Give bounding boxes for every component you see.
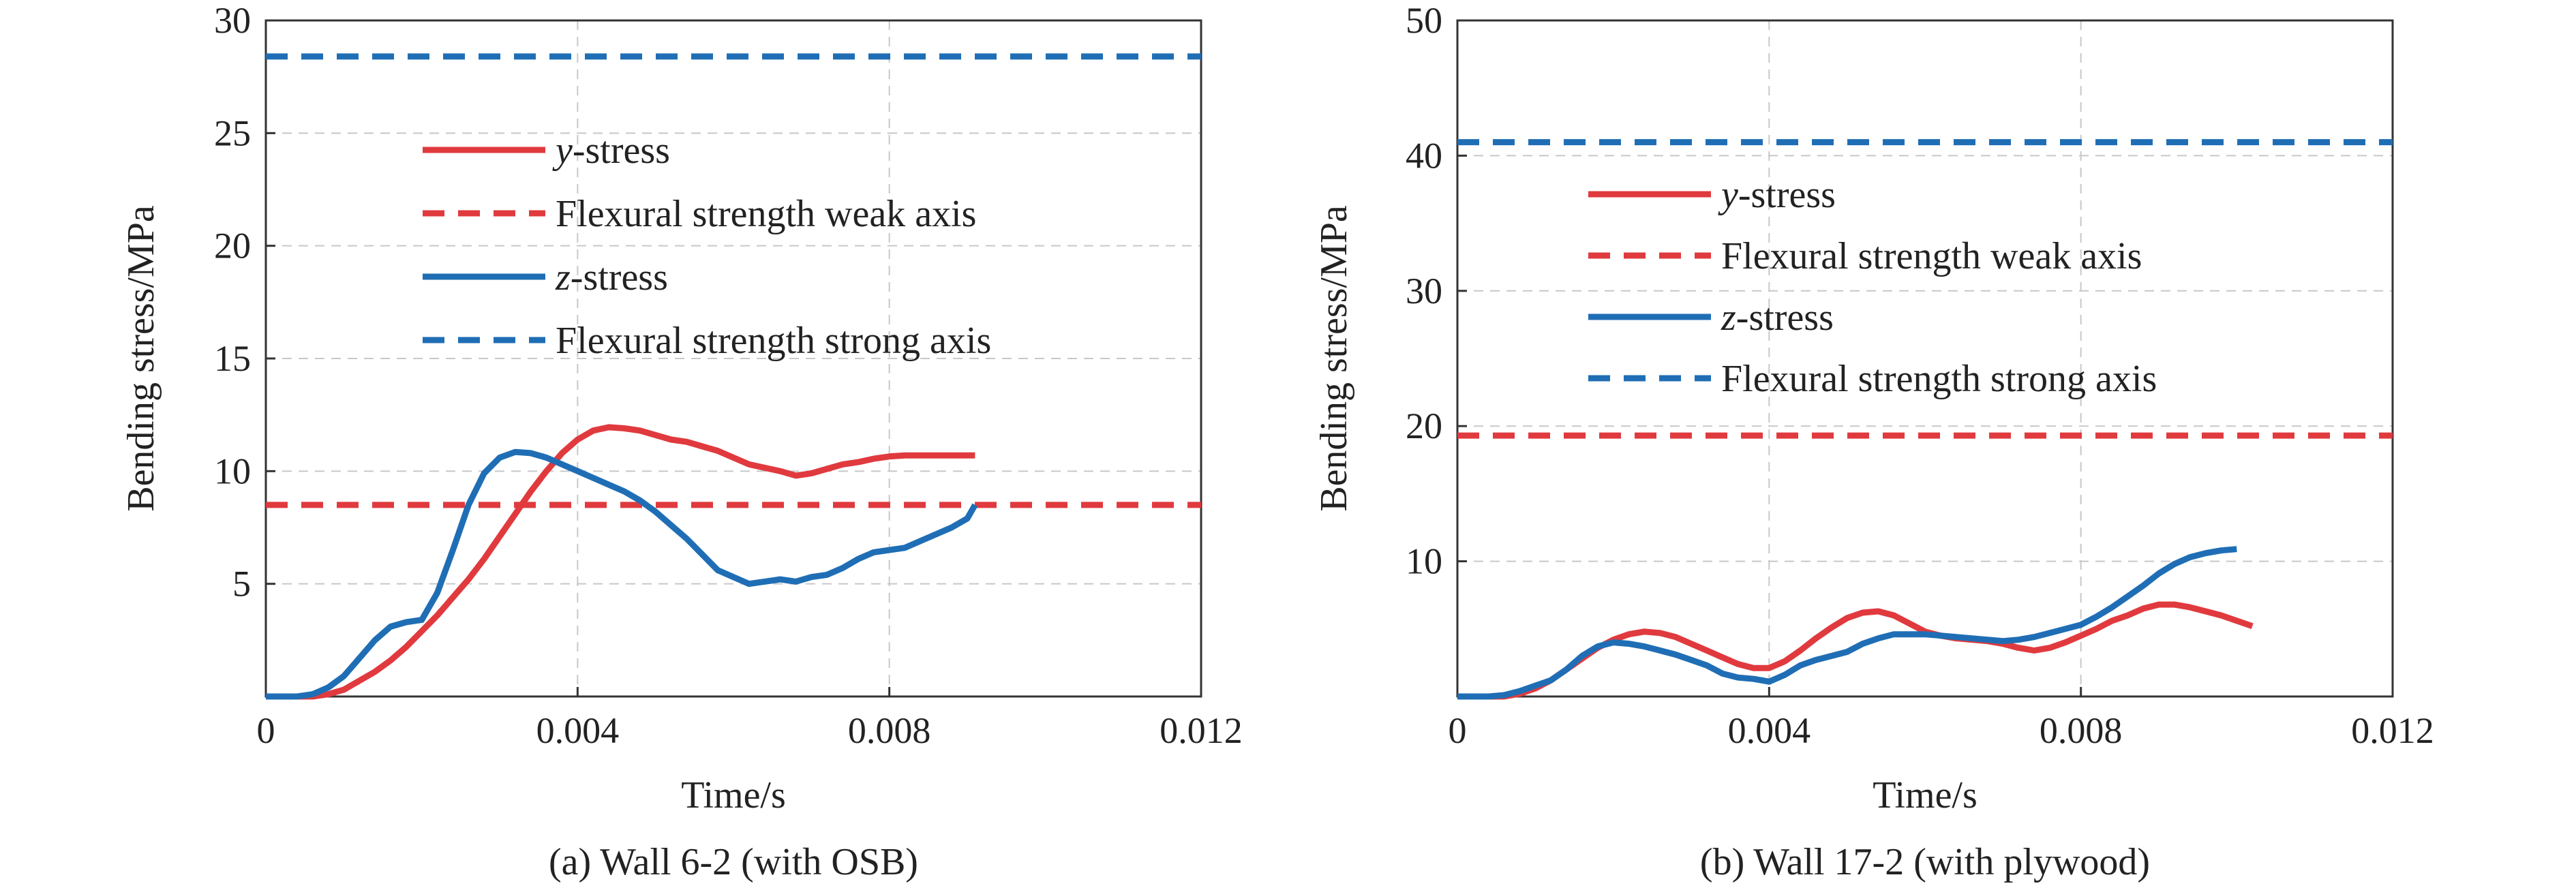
x-tick-label: 0 bbox=[1449, 710, 1467, 751]
y-tick-label: 10 bbox=[214, 450, 251, 491]
y-tick-label: 30 bbox=[214, 0, 251, 41]
x-tick-label: 0.012 bbox=[1160, 710, 1243, 751]
legend-label: y-stress bbox=[552, 129, 670, 172]
x-tick-label: 0.012 bbox=[2351, 710, 2434, 751]
y-tick-label: 15 bbox=[214, 338, 251, 379]
y-tick-label: 5 bbox=[232, 564, 251, 604]
legend-label: z-stress bbox=[555, 256, 668, 298]
panel-caption: (b) Wall 17-2 (with plywood) bbox=[1700, 841, 2150, 883]
y-tick-label: 30 bbox=[1406, 271, 1442, 311]
x-tick-label: 0.008 bbox=[848, 710, 931, 751]
legend-label: Flexural strength weak axis bbox=[556, 193, 976, 235]
series-line-y-stress bbox=[1457, 601, 2254, 700]
y-axis-label: Bending stress/MPa bbox=[120, 205, 162, 512]
x-tick-label: 0.008 bbox=[2040, 710, 2123, 751]
y-tick-label: 50 bbox=[1406, 0, 1442, 41]
x-axis-label: Time/s bbox=[681, 774, 786, 816]
legend-label: Flexural strength strong axis bbox=[1721, 358, 2157, 400]
x-tick-label: 0.004 bbox=[536, 710, 620, 751]
legend: y-stress Flexural strength weak axis z-str… bbox=[423, 129, 991, 362]
legend-label: Flexural strength strong axis bbox=[556, 320, 991, 362]
legend-label: z-stress bbox=[1721, 296, 1834, 339]
x-tick-label: 0.004 bbox=[1728, 710, 1811, 751]
x-axis-label: Time/s bbox=[1873, 774, 1978, 816]
panel-a: 0 0.004 0.008 0.012 5 10 15 20 25 30 Bending stres… bbox=[120, 0, 1243, 883]
panel-b: 0 0.004 0.008 0.012 10 20 30 40 50 Bending stress… bbox=[1313, 0, 2434, 883]
y-tick-label: 25 bbox=[214, 112, 251, 153]
y-tick-label: 40 bbox=[1406, 135, 1442, 176]
legend-label: Flexural strength weak axis bbox=[1721, 235, 2142, 277]
legend: y-stress Flexural strength weak axis z-str… bbox=[1588, 174, 2157, 400]
y-tick-label: 20 bbox=[1406, 405, 1442, 446]
y-axis-label: Bending stress/MPa bbox=[1313, 205, 1355, 512]
series-line-y-stress bbox=[266, 424, 975, 700]
x-tick-label: 0 bbox=[257, 710, 275, 751]
series-line-z-stress bbox=[266, 448, 978, 700]
plot-frame bbox=[1456, 19, 2394, 698]
panel-caption: (a) Wall 6-2 (with OSB) bbox=[549, 841, 918, 883]
legend-label: y-stress bbox=[1718, 174, 1836, 216]
y-tick-label: 20 bbox=[214, 226, 251, 266]
series-line-z-stress bbox=[1457, 546, 2237, 700]
y-tick-label: 10 bbox=[1406, 541, 1442, 582]
